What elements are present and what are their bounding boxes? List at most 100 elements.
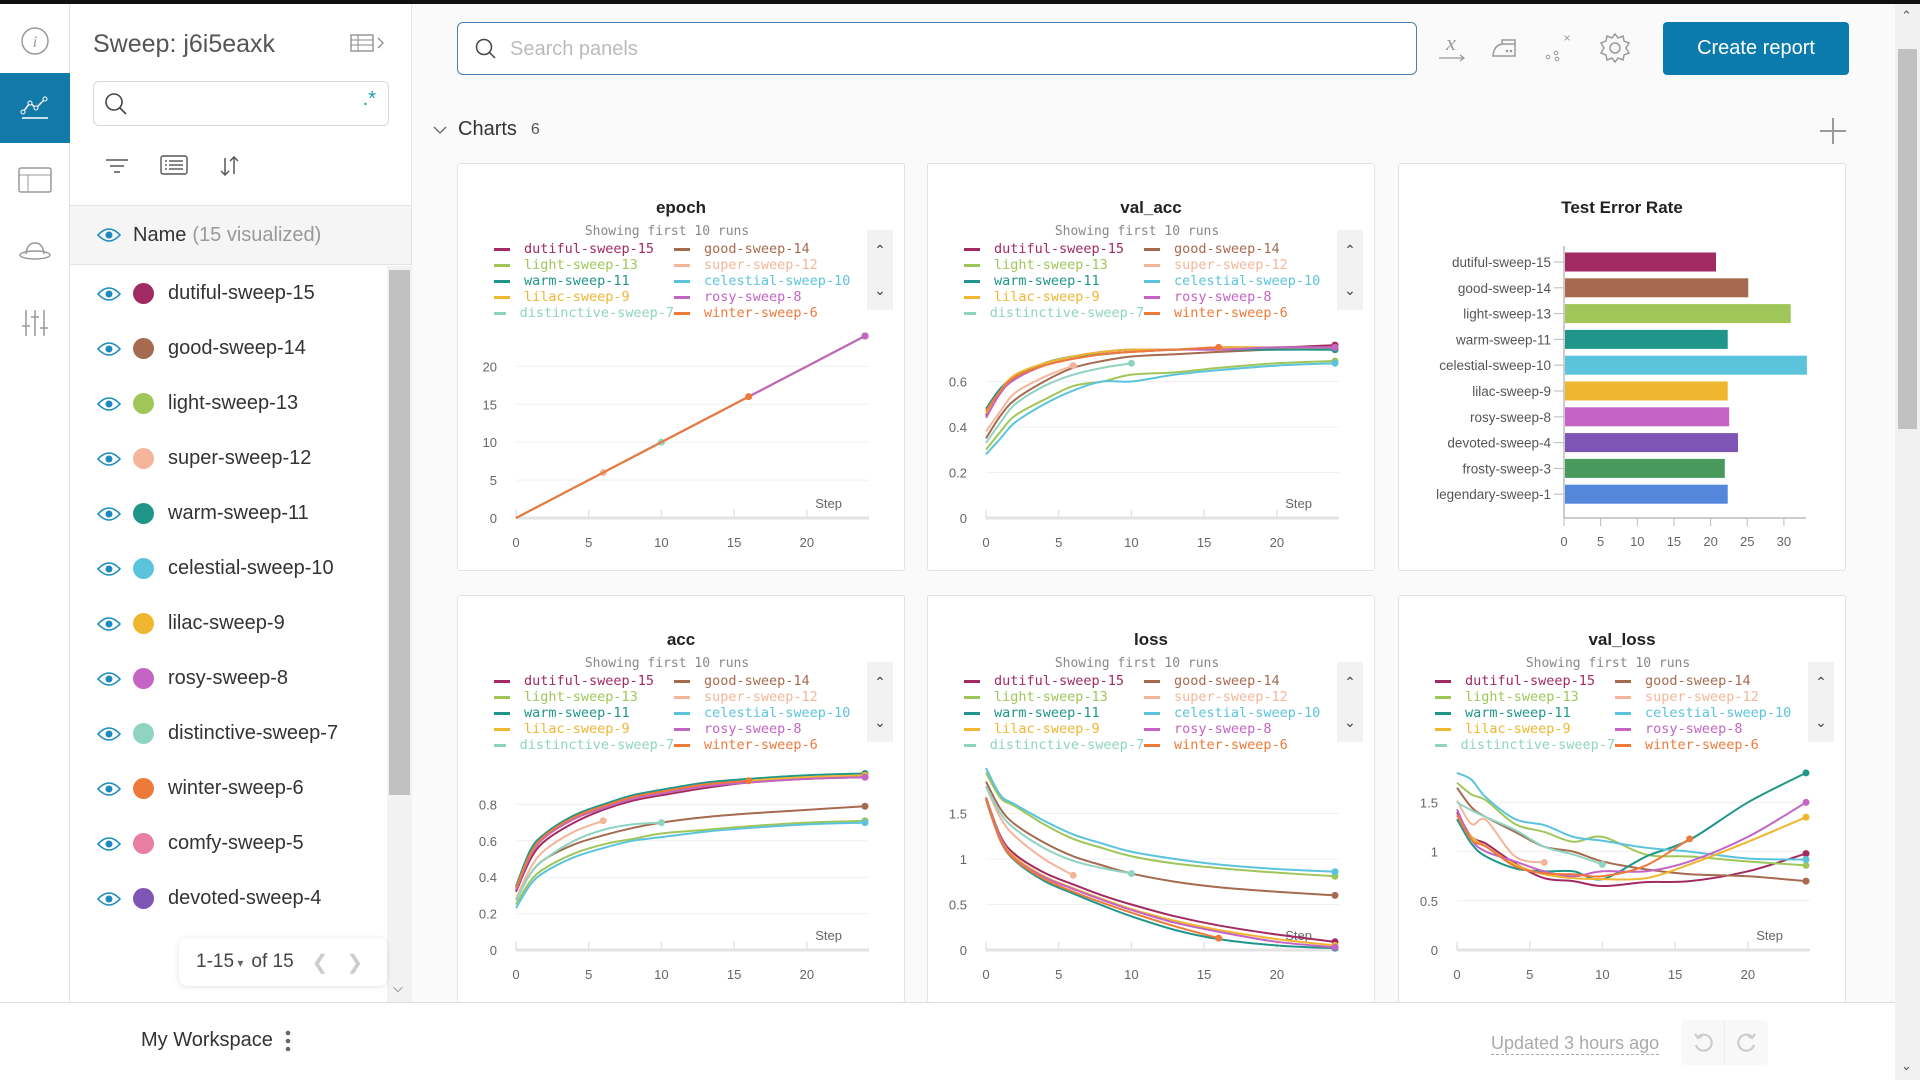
eye-icon[interactable] <box>97 396 121 412</box>
prev-page-button[interactable]: ❮ <box>311 951 329 974</box>
chevron-down-icon[interactable]: ⌄ <box>1344 281 1356 298</box>
run-row[interactable]: light-sweep-13 <box>70 376 387 431</box>
run-row[interactable]: super-sweep-12 <box>70 431 387 486</box>
next-page-button[interactable]: ❯ <box>346 951 364 974</box>
series-line-winter-sweep-6[interactable] <box>985 798 1219 940</box>
series-end-point[interactable] <box>1331 868 1339 876</box>
bar-frosty-sweep-3[interactable] <box>1565 458 1725 478</box>
run-color-swatch[interactable] <box>133 393 154 414</box>
run-row[interactable]: dutiful-sweep-15 <box>70 266 387 321</box>
run-color-swatch[interactable] <box>133 833 154 854</box>
series-end-point[interactable] <box>1802 813 1810 821</box>
run-name[interactable]: good-sweep-14 <box>168 337 306 359</box>
eye-icon[interactable] <box>97 616 121 632</box>
run-color-swatch[interactable] <box>133 558 154 579</box>
bar-warm-sweep-11[interactable] <box>1565 329 1728 349</box>
run-row[interactable]: warm-sweep-11 <box>70 486 387 541</box>
kebab-menu-icon[interactable] <box>284 1029 292 1053</box>
run-color-swatch[interactable] <box>133 668 154 689</box>
run-color-swatch[interactable] <box>133 888 154 909</box>
bar-legendary-sweep-1[interactable] <box>1565 484 1728 504</box>
series-end-point[interactable] <box>1540 858 1548 866</box>
run-color-swatch[interactable] <box>133 283 154 304</box>
info-button[interactable]: i <box>0 12 70 70</box>
bar-celestial-sweep-10[interactable] <box>1565 355 1807 375</box>
scrollbar-thumb[interactable] <box>389 270 410 795</box>
x-axis-icon[interactable]: x <box>1437 30 1467 66</box>
create-report-button[interactable]: Create report <box>1663 22 1849 75</box>
series-line-light-sweep-13[interactable] <box>1456 781 1807 867</box>
eye-icon[interactable] <box>97 561 121 577</box>
series-line-super-sweep-12[interactable] <box>515 819 604 900</box>
group-list-icon[interactable] <box>160 154 188 178</box>
series-line-warm-sweep-11[interactable] <box>515 772 866 887</box>
series-line-winter-sweep-6[interactable] <box>985 346 1219 412</box>
chevron-down-icon[interactable]: ⌄ <box>1815 713 1827 730</box>
series-end-point[interactable] <box>1802 769 1810 777</box>
run-name[interactable]: devoted-sweep-4 <box>168 887 322 909</box>
run-color-swatch[interactable] <box>133 723 154 744</box>
workspace-name[interactable]: My Workspace <box>141 1029 273 1051</box>
series-end-point[interactable] <box>861 332 869 340</box>
settings-sliders-button[interactable] <box>0 294 70 352</box>
series-end-point[interactable] <box>1802 877 1810 885</box>
series-line-rosy-sweep-8[interactable] <box>515 776 866 891</box>
run-name[interactable]: light-sweep-13 <box>168 392 299 414</box>
series-end-point[interactable] <box>745 777 753 785</box>
series-end-point[interactable] <box>1331 359 1339 367</box>
scroll-down-icon[interactable]: ⌄ <box>1901 1058 1912 1073</box>
series-end-point[interactable] <box>1331 343 1339 351</box>
chart-panel-test-error-rate[interactable]: Test Error Rate dutiful-sweep-15 good-swee… <box>1398 163 1846 571</box>
chevron-up-icon[interactable]: ⌃ <box>1344 241 1356 258</box>
run-color-swatch[interactable] <box>133 338 154 359</box>
run-row[interactable]: comfy-sweep-5 <box>70 816 387 871</box>
series-end-point[interactable] <box>1127 870 1135 878</box>
outlier-points-icon[interactable]: × <box>1543 30 1573 66</box>
series-line-light-sweep-13[interactable] <box>515 819 866 906</box>
add-panel-icon[interactable] <box>1818 116 1848 146</box>
runs-search-input[interactable] <box>138 90 338 118</box>
series-line-lilac-sweep-9[interactable] <box>985 346 1335 414</box>
bar-rosy-sweep-8[interactable] <box>1565 407 1730 427</box>
series-end-point[interactable] <box>657 819 665 827</box>
run-color-swatch[interactable] <box>133 503 154 524</box>
chart-panel-loss[interactable]: loss 0 0.5 1 1.5 0 5 10 15 20 Step Showing first 10… <box>927 595 1375 1003</box>
run-row[interactable]: lilac-sweep-9 <box>70 596 387 651</box>
series-line-celestial-sweep-10[interactable] <box>985 767 1336 873</box>
filter-icon[interactable] <box>104 154 130 178</box>
eye-icon[interactable] <box>97 671 121 687</box>
series-end-point[interactable] <box>1802 798 1810 806</box>
series-line-dutiful-sweep-15[interactable] <box>1456 811 1807 888</box>
run-color-swatch[interactable] <box>133 448 154 469</box>
bar-devoted-sweep-4[interactable] <box>1565 433 1738 453</box>
redo-button[interactable] <box>1725 1020 1768 1065</box>
eye-icon[interactable] <box>97 451 121 467</box>
series-end-point[interactable] <box>861 819 869 827</box>
series-line-lilac-sweep-9[interactable] <box>985 796 1336 947</box>
series-line-dutiful-sweep-15[interactable] <box>985 796 1336 943</box>
legend-scroll[interactable]: ⌃ ⌄ <box>867 662 893 742</box>
series-line-winter-sweep-6[interactable] <box>515 779 749 889</box>
main-scrollbar[interactable]: ⌃ ⌄ <box>1895 4 1920 1080</box>
chevron-down-icon[interactable]: ⌄ <box>874 713 886 730</box>
legend-scroll[interactable]: ⌃ ⌄ <box>867 230 893 310</box>
series-end-point[interactable] <box>599 817 607 825</box>
run-name[interactable]: lilac-sweep-9 <box>168 612 285 634</box>
eye-icon[interactable] <box>97 227 121 243</box>
run-name[interactable]: winter-sweep-6 <box>168 777 304 799</box>
run-name[interactable]: distinctive-sweep-7 <box>168 722 339 744</box>
run-name[interactable]: celestial-sweep-10 <box>168 557 334 579</box>
legend-scroll[interactable]: ⌃ ⌄ <box>1808 662 1834 742</box>
table-view-button[interactable] <box>0 151 70 209</box>
series-line-good-sweep-14[interactable] <box>985 348 1336 439</box>
series-line-distinctive-sweep-7[interactable] <box>515 821 662 902</box>
regex-toggle-icon[interactable]: .* <box>362 88 376 110</box>
chart-panel-val-loss[interactable]: val_loss 0 0.5 1 1.5 0 5 10 15 20 Step Showing firs… <box>1398 595 1846 1003</box>
series-line-light-sweep-13[interactable] <box>985 772 1336 878</box>
chevron-up-icon[interactable]: ⌃ <box>874 673 886 690</box>
series-end-point[interactable] <box>1069 362 1077 370</box>
sweep-view-button[interactable] <box>0 221 70 279</box>
series-end-point[interactable] <box>1215 343 1223 351</box>
series-line-celestial-sweep-10[interactable] <box>1456 771 1807 861</box>
runs-scrollbar[interactable]: ⌵ <box>387 266 412 1002</box>
